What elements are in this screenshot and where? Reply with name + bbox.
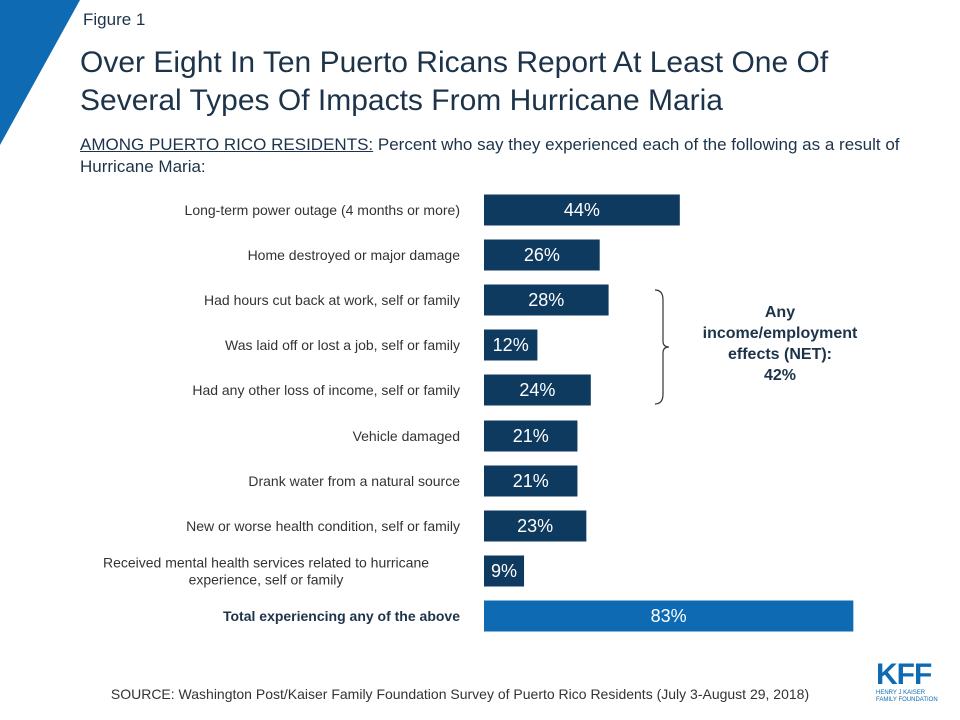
net-bracket [654,289,670,405]
category-label: New or worse health condition, self or f… [186,518,460,534]
source-note: SOURCE: Washington Post/Kaiser Family Fo… [110,686,810,702]
net-line: effects (NET): [727,346,832,363]
bar [484,194,680,226]
value-label: 26% [524,245,560,265]
chart-subtitle: AMONG PUERTO RICO RESIDENTS: Percent who… [80,134,910,178]
logo-name: HENRY J KAISER FAMILY FOUNDATION [876,690,938,703]
figure-label: Figure 1 [83,10,146,29]
value-label: 9% [491,561,517,581]
value-label: 12% [493,335,529,355]
subtitle-text: Percent who say they experienced each of… [80,135,900,176]
bar [484,420,578,452]
bar [484,329,538,361]
value-label: 83% [651,606,687,626]
bar [484,555,525,587]
value-label: 21% [513,426,549,446]
category-label: Home destroyed or major damage [248,247,461,263]
subtitle-lead: AMONG PUERTO RICO RESIDENTS: [80,135,374,154]
value-label: 44% [564,200,600,220]
category-label: Was laid off or lost a job, self or fami… [225,337,460,353]
category-label: experience, self or family [189,572,344,588]
value-label: 24% [519,380,555,400]
bar [484,284,609,316]
value-label: 28% [528,290,564,310]
category-label: Had hours cut back at work, self or fami… [204,292,460,308]
bar [484,374,591,406]
net-line: income/employment [702,325,858,342]
bar [484,465,578,497]
bar [484,239,600,271]
bar [484,510,587,542]
category-label: Received mental health services related … [103,555,429,571]
net-line: Any [764,304,796,321]
value-label: 21% [513,471,549,491]
logo-mark: KFF [876,658,932,691]
category-label: Had any other loss of income, self or fa… [192,382,460,398]
category-label: Drank water from a natural source [248,473,460,489]
net-value: 42% [763,367,797,384]
chart-title: Over Eight In Ten Puerto Ricans Report A… [80,46,829,117]
net-annotation: Any income/employment effects (NET): 42% [670,302,890,386]
kff-logo: KFF HENRY J KAISER FAMILY FOUNDATION [876,660,948,704]
value-label: 23% [517,516,553,536]
category-label: Vehicle damaged [353,428,460,444]
total-bar [484,600,854,632]
category-label: Total experiencing any of the above [223,608,460,624]
category-label: Long-term power outage (4 months or more… [185,202,460,218]
corner-accent [0,0,80,145]
